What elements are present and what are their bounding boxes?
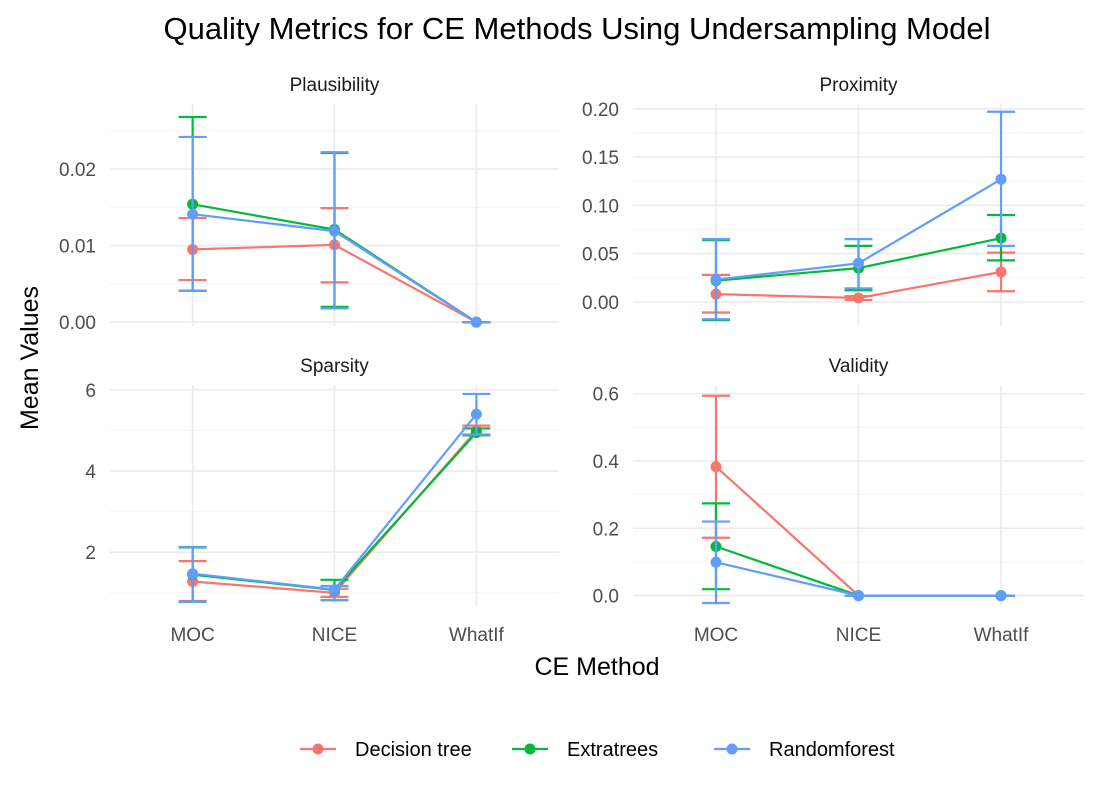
series-randomforest	[701, 110, 1016, 321]
panels-group: 0.000.010.02Plausibility0.000.050.100.15…	[59, 75, 1084, 646]
panel-plausibility: 0.00 0.01 0.02 Plausibility	[59, 75, 559, 334]
x-tick-label: NICE	[312, 625, 357, 646]
legend-item-decision-tree: Decision tree	[300, 739, 472, 761]
y-tick-label: 0.05	[582, 245, 619, 266]
data-point	[329, 584, 340, 596]
y-tick-label: 0.01	[59, 237, 96, 258]
y-tick-label: 0.2	[593, 519, 619, 540]
y-tick-label: 0.15	[582, 148, 619, 169]
legend: Decision tree Extratrees Randomforest	[300, 739, 895, 761]
y-tick-label: 0.4	[593, 452, 620, 473]
legend-key-point	[524, 743, 536, 755]
data-point	[853, 257, 864, 269]
data-point	[329, 225, 340, 237]
data-point	[710, 274, 722, 286]
y-axis-title: Mean Values	[16, 286, 44, 430]
legend-key-point	[312, 743, 324, 755]
legend-label: Extratrees	[567, 739, 658, 761]
facet-label-validity: Validity	[829, 356, 889, 377]
y-tick-label: 0.00	[582, 293, 619, 314]
y-tick-label: 0.0	[593, 587, 619, 608]
panel-proximity: 0.00 0.05 0.10 0.15 0.20 Proximity	[582, 75, 1084, 326]
y-tick-label: 2	[85, 543, 96, 564]
y-tick-label: 0.6	[593, 385, 619, 406]
legend-key-point	[726, 743, 738, 755]
facet-label-plausibility: Plausibility	[290, 75, 380, 96]
y-tick-label: 4	[85, 462, 96, 483]
panel-sparsity: 2 4 6 Sparsity MOC NICE WhatIf	[85, 356, 559, 646]
x-tick-label: WhatIf	[449, 625, 505, 646]
x-tick-label: NICE	[836, 625, 881, 646]
data-point	[187, 208, 199, 220]
data-point	[853, 292, 864, 304]
x-tick-label: WhatIf	[974, 625, 1030, 646]
data-point	[710, 461, 722, 473]
legend-label: Decision tree	[355, 739, 472, 761]
y-tick-label: 0.10	[582, 196, 619, 217]
data-point	[995, 173, 1007, 185]
data-point	[995, 266, 1007, 278]
legend-item-randomforest: Randomforest	[714, 739, 895, 761]
facet-label-sparsity: Sparsity	[300, 356, 369, 377]
data-point	[995, 590, 1007, 602]
data-point	[853, 590, 864, 602]
data-point	[187, 568, 199, 580]
legend-label: Randomforest	[769, 739, 895, 761]
panel-validity: 0.0 0.2 0.4 0.6 Validity MOC NICE WhatIf	[593, 356, 1084, 646]
facet-label-proximity: Proximity	[819, 75, 898, 96]
series-randomforest	[178, 392, 491, 603]
data-point	[470, 316, 482, 328]
series-randomforest	[701, 520, 1016, 605]
legend-item-extratrees: Extratrees	[512, 739, 658, 761]
y-tick-label: 0.20	[582, 100, 619, 121]
x-tick-label: MOC	[170, 625, 214, 646]
y-tick-label: 6	[85, 381, 96, 402]
y-tick-label: 0.02	[59, 160, 96, 181]
data-point	[470, 408, 482, 420]
x-axis-title: CE Method	[534, 653, 659, 681]
series-randomforest	[178, 135, 491, 328]
y-tick-label: 0.00	[59, 313, 96, 334]
data-point	[710, 556, 722, 568]
chart-title: Quality Metrics for CE Methods Using Und…	[164, 11, 991, 46]
x-tick-label: MOC	[694, 625, 738, 646]
